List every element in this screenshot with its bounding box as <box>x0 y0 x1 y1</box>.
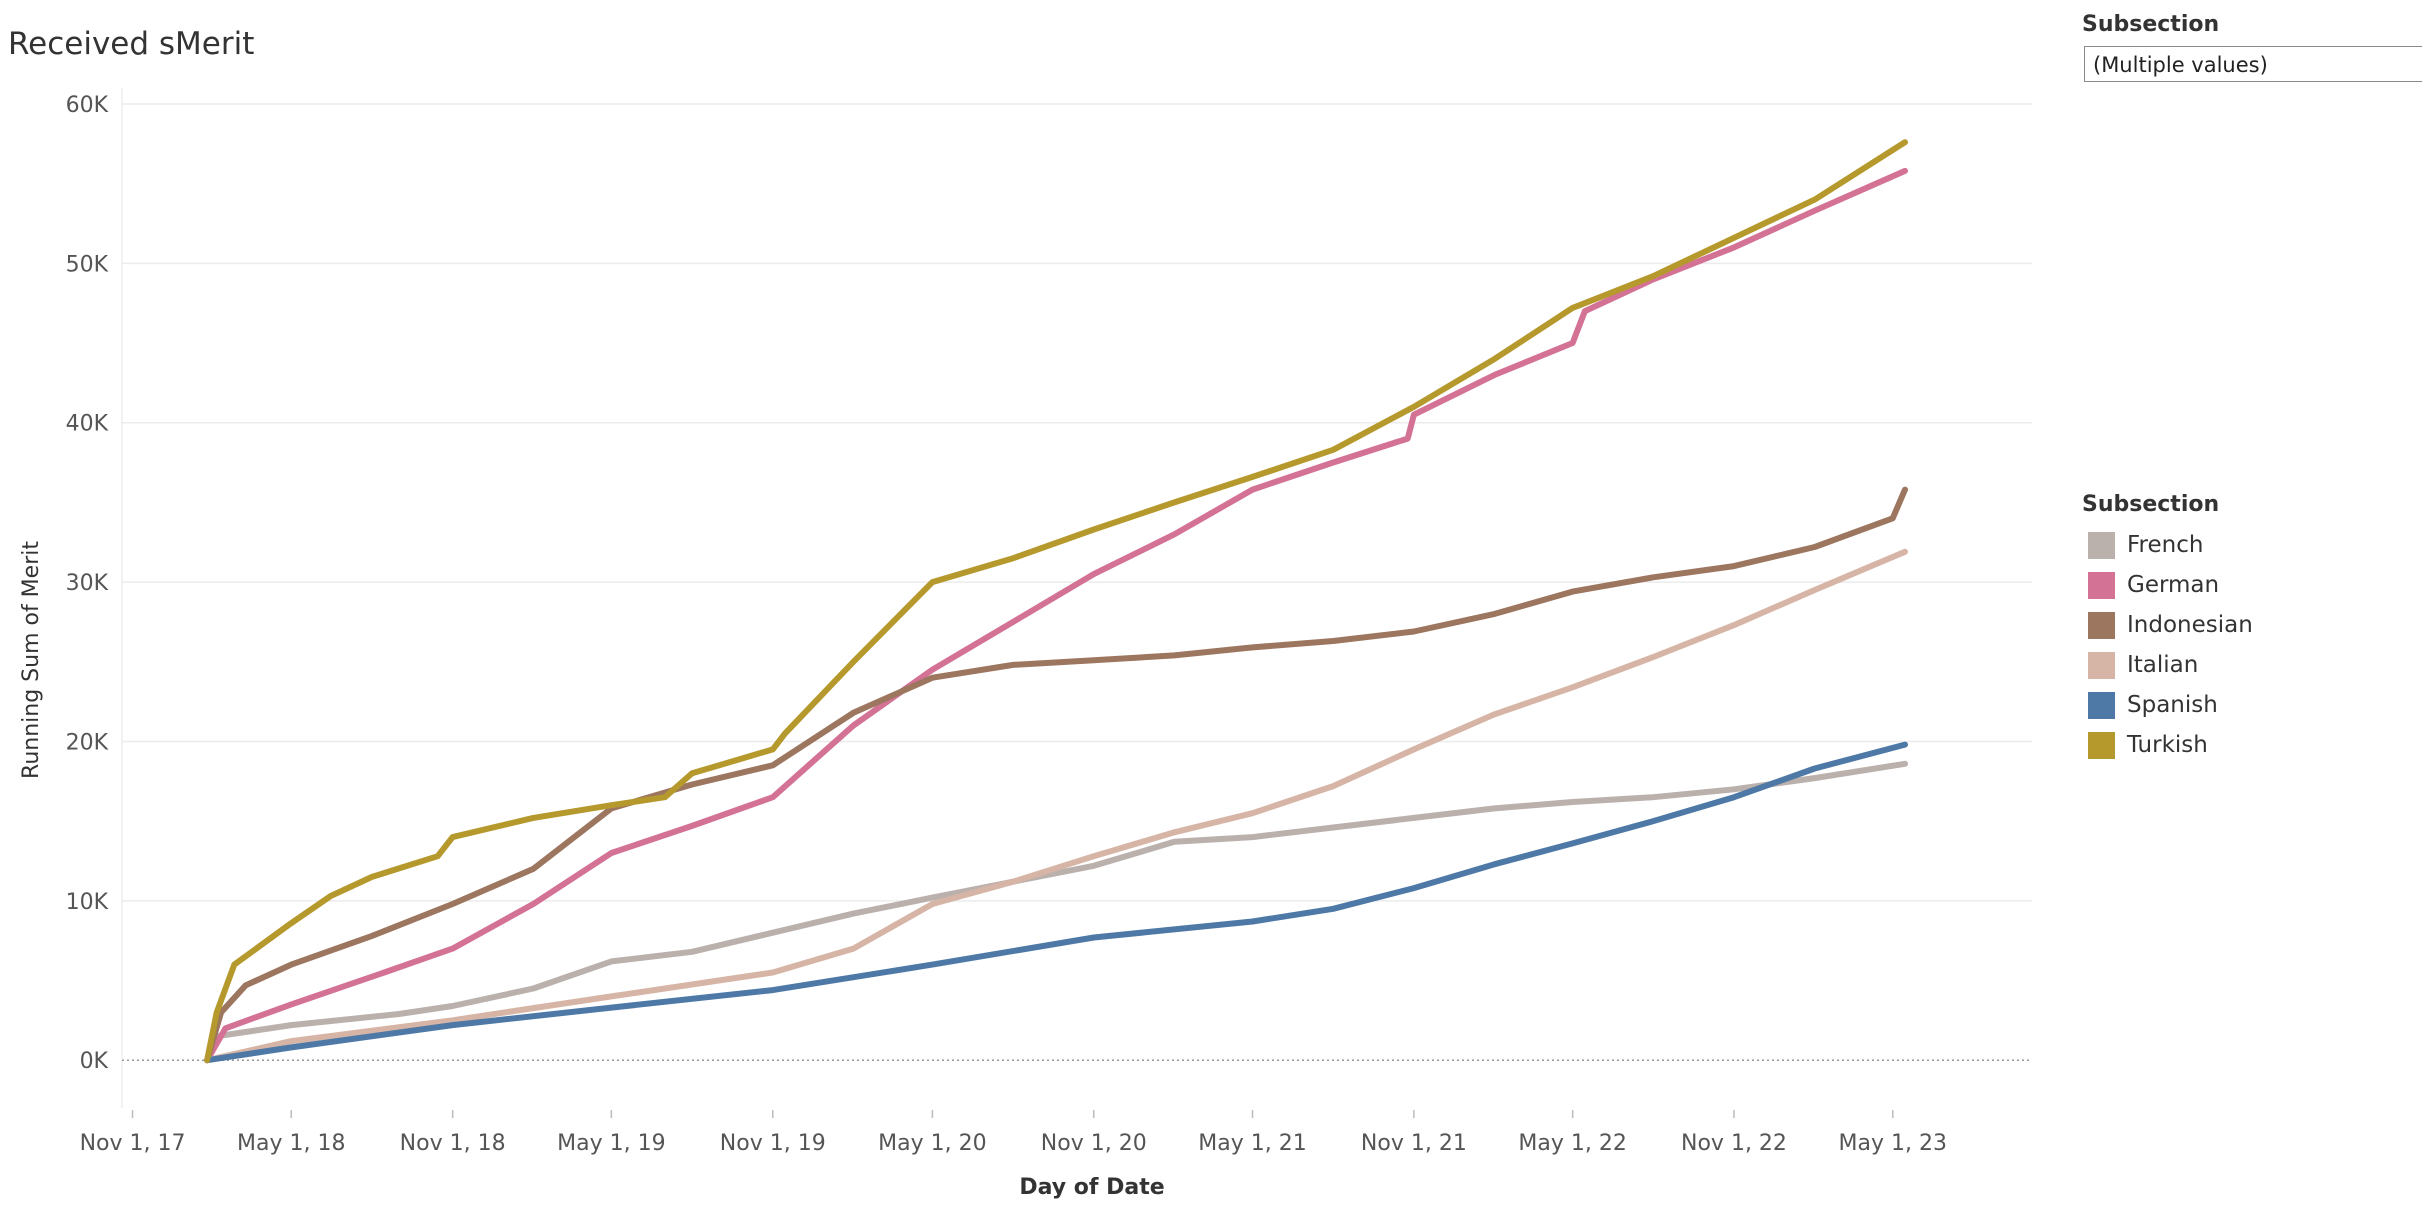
legend-label: Italian <box>2127 652 2199 678</box>
legend-swatch <box>2088 531 2115 559</box>
series-line-german[interactable] <box>204 167 1908 1064</box>
chart-title: Received sMerit <box>8 26 255 62</box>
legend-label: Spanish <box>2127 692 2218 718</box>
x-tick-label: May 1, 18 <box>237 1131 345 1156</box>
legend-swatch <box>2088 691 2115 719</box>
x-tick-label: Nov 1, 17 <box>80 1131 186 1156</box>
legend-swatch <box>2088 571 2115 599</box>
legend-swatch <box>2088 651 2115 679</box>
series-line-italian[interactable] <box>204 548 1908 1064</box>
y-tick-label: 60K <box>66 93 109 118</box>
x-tick-label: Nov 1, 20 <box>1041 1131 1147 1156</box>
legend-label: Turkish <box>2127 732 2208 758</box>
legend-item-french[interactable]: French <box>2082 525 2253 565</box>
legend: Subsection French German Indonesian Italian… <box>2082 492 2253 765</box>
x-tick-label: Nov 1, 22 <box>1681 1131 1787 1156</box>
legend-label: German <box>2127 572 2220 598</box>
series-line-french[interactable] <box>204 760 1908 1064</box>
legend-item-spanish[interactable]: Spanish <box>2082 685 2253 725</box>
filter-title: Subsection <box>2082 12 2220 37</box>
series-line-spanish[interactable] <box>204 741 1908 1064</box>
legend-title: Subsection <box>2082 492 2220 517</box>
x-tick-label: May 1, 19 <box>557 1131 665 1156</box>
legend-label: French <box>2127 532 2204 558</box>
y-tick-label: 0K <box>80 1049 109 1074</box>
legend-swatch <box>2088 731 2115 759</box>
series-lines <box>204 139 1908 1064</box>
x-tick-label: May 1, 22 <box>1518 1131 1626 1156</box>
y-tick-label: 10K <box>66 890 109 915</box>
x-axis-label: Day of Date <box>1019 1175 1164 1200</box>
legend-label: Indonesian <box>2127 612 2253 638</box>
legend-swatch <box>2088 611 2115 639</box>
y-axis-label: Running Sum of Merit <box>19 541 44 779</box>
y-tick-label: 40K <box>66 412 109 437</box>
series-line-indonesian[interactable] <box>204 486 1908 1064</box>
legend-item-turkish[interactable]: Turkish <box>2082 725 2253 765</box>
x-tick-label: Nov 1, 21 <box>1361 1131 1467 1156</box>
legend-item-indonesian[interactable]: Indonesian <box>2082 605 2253 645</box>
legend-item-italian[interactable]: Italian <box>2082 645 2253 685</box>
y-tick-label: 50K <box>66 252 109 277</box>
dropdown-value: (Multiple values) <box>2093 53 2268 77</box>
x-tick-label: May 1, 20 <box>878 1131 986 1156</box>
grid-lines <box>121 88 2032 1108</box>
legend-item-german[interactable]: German <box>2082 565 2253 605</box>
y-tick-label: 20K <box>66 730 109 755</box>
x-tick-label: May 1, 23 <box>1839 1131 1947 1156</box>
series-line-turkish[interactable] <box>204 139 1908 1064</box>
x-tick-label: Nov 1, 19 <box>720 1131 826 1156</box>
x-axis-ticks: Nov 1, 17 May 1, 18 Nov 1, 18 May 1, 19 Nov … <box>80 1110 1947 1156</box>
x-tick-label: Nov 1, 18 <box>400 1131 506 1156</box>
y-axis-ticks: 0K 10K 20K 30K 40K 50K 60K <box>66 93 109 1074</box>
x-tick-label: May 1, 21 <box>1198 1131 1306 1156</box>
subsection-dropdown[interactable]: (Multiple values) ▼ <box>2084 46 2422 82</box>
y-tick-label: 30K <box>66 571 109 596</box>
